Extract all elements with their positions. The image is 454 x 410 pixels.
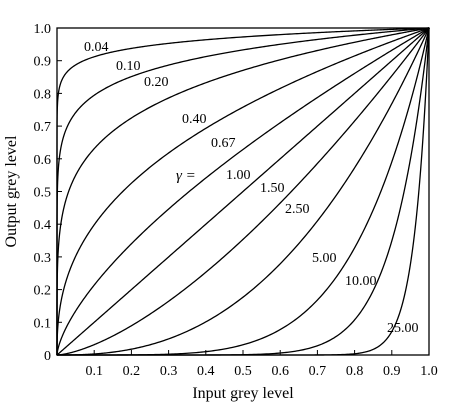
curve-label-gamma: 2.50 [285,202,310,217]
y-tick-label: 0.9 [34,55,52,70]
curve-gamma-0-67 [56,27,430,355]
y-tick-label: 0.5 [34,186,52,201]
gamma-symbol-label: γ = [176,168,196,184]
curve-group [56,27,430,356]
y-axis-title: Output grey level [3,135,20,248]
curve-label-gamma: 0.40 [182,112,207,127]
curve-gamma-0-40 [56,27,430,355]
y-tick-label: 0 [44,349,51,364]
x-tick-label: 0.8 [346,364,364,379]
x-axis-title: Input grey level [192,385,294,402]
y-tick-label: 0.2 [34,284,52,299]
tick-group: 0.1 0.2 0.3 0.4 0.5 0.6 0.7 0.8 0.9 1.000.10.20.3… [34,22,438,379]
curve-label-gamma: 0.20 [144,75,169,90]
y-tick-label: 0.8 [34,87,52,102]
y-tick-label: 0.7 [34,120,52,135]
x-tick-label: 0.3 [160,364,178,379]
y-tick-label: 1.0 [34,22,52,37]
y-tick-label: 0.4 [34,218,52,233]
curve-label-gamma: 0.10 [116,59,141,74]
curve-gamma-1-00 [56,27,430,356]
curve-gamma-0-20 [56,27,430,355]
x-tick-label: 0.6 [271,364,289,379]
x-tick-label: 0.5 [234,364,252,379]
curve-label-group: 0.04 0.100.20 0.40 0.67 1.00 1.502.50 5.00 10.0… [84,40,419,336]
curve-label-gamma: 1.00 [226,168,251,183]
y-tick-label: 0.3 [34,251,52,266]
curve-label-gamma: 0.67 [211,136,236,151]
x-tick-label: 1.0 [420,364,438,379]
x-tick-label: 0.7 [309,364,327,379]
curve-label-gamma: 5.00 [312,251,337,266]
curve-gamma-1-50 [56,27,430,356]
curve-label-gamma: 0.04 [84,40,109,55]
x-tick-label: 0.2 [123,364,141,379]
curve-label-gamma: 25.00 [387,321,419,336]
x-tick-label: 0.4 [197,364,215,379]
x-tick-label: 0.9 [383,364,401,379]
curve-label-gamma: 10.00 [345,274,377,289]
x-tick-label: 0.1 [85,364,103,379]
y-tick-label: 0.6 [34,153,52,168]
y-tick-label: 0.1 [34,316,52,331]
curve-gamma-0-10 [56,27,430,355]
curve-label-gamma: 1.50 [260,181,285,196]
